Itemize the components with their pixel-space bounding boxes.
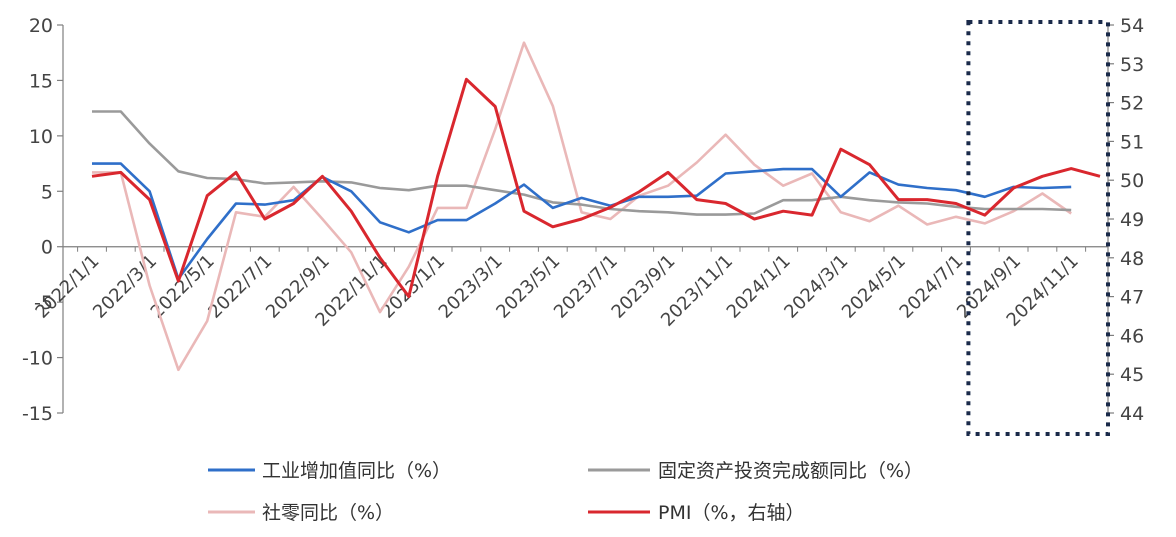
right-tick-label: 51 [1120,131,1144,153]
right-tick-label: 48 [1120,248,1144,270]
right-tick-label: 53 [1120,54,1144,76]
legend-label-industrial: 工业增加值同比（%） [262,460,451,482]
right-tick-label: 49 [1120,209,1144,231]
series-line-pmi [91,77,1101,299]
left-tick-label: -15 [22,403,53,425]
legend: 工业增加值同比（%） 固定资产投资完成额同比（%） 社零同比（%） PMI（%，… [208,460,923,524]
right-y-axis: 54 53 52 51 50 49 48 47 46 45 44 [1107,15,1144,425]
legend-item-fai: 固定资产投资完成额同比（%） [588,460,923,482]
right-tick-label: 50 [1120,170,1144,192]
legend-label-pmi: PMI（%，右轴） [658,502,805,524]
legend-item-industrial: 工业增加值同比（%） [208,460,451,482]
left-tick-label: 15 [29,70,53,92]
left-tick-label: 5 [41,181,53,203]
right-tick-label: 47 [1120,287,1144,309]
legend-label-fai: 固定资产投资完成额同比（%） [658,460,923,482]
left-y-axis: 20 15 10 5 0 -5 -10 -15 [22,15,64,425]
series-line-retail [92,41,1072,372]
left-tick-label: 20 [29,15,53,37]
legend-item-pmi: PMI（%，右轴） [588,502,805,524]
right-tick-label: 54 [1120,15,1144,37]
left-tick-label: -10 [22,348,53,370]
legend-label-retail: 社零同比（%） [262,502,394,524]
right-tick-label: 52 [1120,93,1144,115]
series-layer [91,41,1101,372]
legend-item-retail: 社零同比（%） [208,502,394,524]
right-tick-label: 45 [1120,364,1144,386]
highlight-box [966,20,1111,436]
right-tick-label: 46 [1120,325,1144,347]
left-tick-label: 10 [29,126,53,148]
series-line-fai [92,110,1072,216]
left-tick-label: 0 [41,237,53,259]
left-tick-label: -5 [34,292,53,314]
right-tick-label: 44 [1120,403,1144,425]
highlight-rect [966,20,1111,436]
